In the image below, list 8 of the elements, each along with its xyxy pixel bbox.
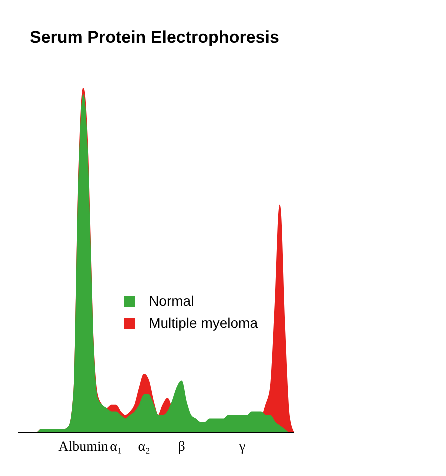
x-tick-label: γ xyxy=(238,440,246,455)
chart-title: Serum Protein Electrophoresis xyxy=(29,27,280,49)
x-tick-label: β xyxy=(178,440,186,455)
legend-label: Normal xyxy=(149,293,194,309)
x-tick-label: α₁ xyxy=(110,440,122,455)
x-tick-label: α₂ xyxy=(138,440,151,455)
x-tick-label: Albumin xyxy=(58,440,108,455)
legend-label: Multiple myeloma xyxy=(149,315,258,331)
